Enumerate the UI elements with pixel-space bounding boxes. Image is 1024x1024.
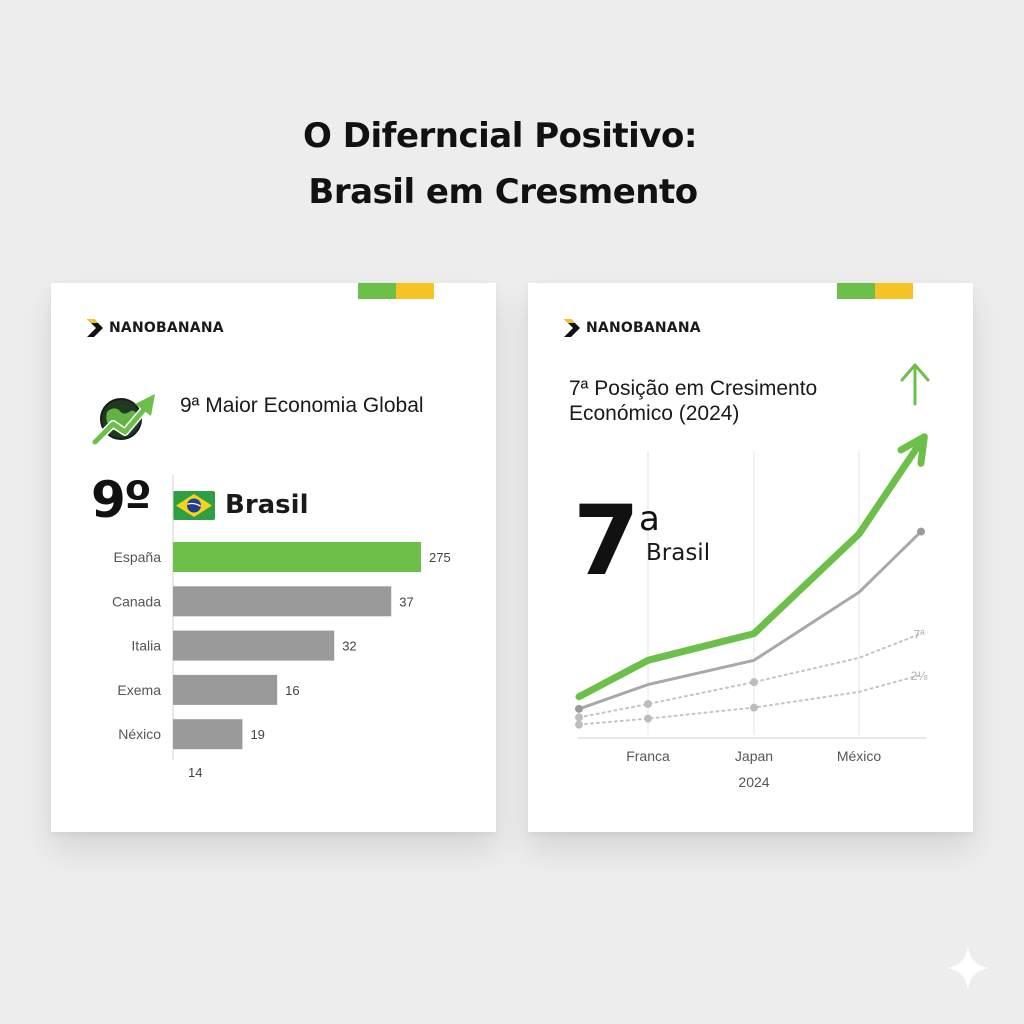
- country-name: Brasil: [646, 540, 711, 566]
- arrow-up-icon: [900, 363, 930, 406]
- horizontal-bar-chart: España 275 Canada 37 Italia 32 Exema 16 Néxico 19…: [112, 475, 451, 780]
- sparkle-icon: [946, 946, 990, 990]
- bar-value-label: 275: [429, 550, 451, 565]
- bar-value-label: 19: [250, 727, 264, 742]
- series-point: [750, 678, 758, 687]
- bar-category-label: Italia: [131, 638, 161, 654]
- bar-1: [173, 586, 392, 617]
- bar-3: [173, 674, 278, 705]
- brand-logo: NANOBANANA: [87, 319, 224, 337]
- brand-name: NANOBANANA: [109, 320, 224, 336]
- series-end-label: 7ª: [913, 628, 925, 642]
- accent-green: [358, 283, 396, 299]
- brazil-flag-icon: [173, 491, 215, 520]
- series-point: [644, 700, 652, 708]
- brand-logo: NANOBANANA: [564, 319, 701, 337]
- series-point: [917, 527, 925, 536]
- accent-stripe: [358, 283, 434, 299]
- brand-name: NANOBANANA: [586, 320, 701, 336]
- series-point: [575, 713, 583, 722]
- bar-category-label: España: [114, 549, 162, 565]
- series-end-label: 2⅛: [911, 669, 929, 683]
- card-heading-line-1: 7ª Posição em Cresimento: [569, 377, 818, 400]
- rank-number: 7: [573, 485, 640, 597]
- bar-category-label: Exema: [117, 682, 161, 698]
- series-line-gray: [578, 530, 923, 711]
- series-point: [575, 720, 583, 729]
- series-point: [750, 703, 758, 712]
- bar-2: [173, 630, 335, 661]
- bar-value-label: 37: [399, 594, 413, 609]
- accent-green: [837, 283, 875, 299]
- country-name: Brasil: [225, 490, 309, 520]
- bar-category-label: Canada: [112, 593, 161, 609]
- card-heading-line-2: Económico (2024): [569, 402, 740, 425]
- accent-stripe: [837, 283, 913, 299]
- bar-4: [173, 719, 243, 750]
- bar-value-label: 16: [285, 683, 299, 698]
- series-arrowhead: [897, 433, 928, 467]
- series-point: [575, 704, 583, 713]
- rank-suffix: a: [639, 499, 660, 539]
- series-point: [644, 714, 652, 723]
- chevron-logo-icon: [564, 319, 580, 337]
- x-axis-caption: 2024: [738, 774, 769, 790]
- card-heading: 9ª Maior Economia Global: [180, 394, 424, 417]
- x-tick-label: Japan: [735, 748, 773, 764]
- globe-growth-arrow-icon: [91, 394, 155, 446]
- page-title-line-2: Brasil em Cresmento: [308, 172, 698, 212]
- page-title-line-1: O Diferncial Positivo:: [303, 116, 697, 156]
- bar-value-label: 32: [342, 639, 356, 654]
- growth-ranking-card: NANOBANANA 7ª Posição em Cresimento Econ…: [528, 283, 973, 832]
- page-title: O Diferncial Positivo: Brasil em Cresmen…: [0, 108, 1000, 220]
- bar-0: [173, 542, 421, 572]
- bar-category-label: Néxico: [118, 726, 161, 742]
- accent-yellow: [875, 283, 913, 299]
- x-tick-label: México: [837, 748, 882, 764]
- chevron-logo-icon: [87, 319, 103, 337]
- rank-number: 9º: [91, 471, 152, 529]
- growth-line-chart: Franca Japan México 2024 2⅛ 7ª: [575, 363, 930, 790]
- series-line-dotted: [578, 632, 922, 719]
- series-line-brasil: [575, 438, 925, 701]
- economy-ranking-card: NANOBANANA 9ª Maior Economia Global 9º B…: [51, 283, 496, 832]
- accent-yellow: [396, 283, 434, 299]
- bar-footnote: 14: [188, 765, 202, 780]
- card-heading: 7ª Posição em Cresimento Económico (2024…: [569, 376, 869, 426]
- x-tick-label: Franca: [626, 748, 670, 764]
